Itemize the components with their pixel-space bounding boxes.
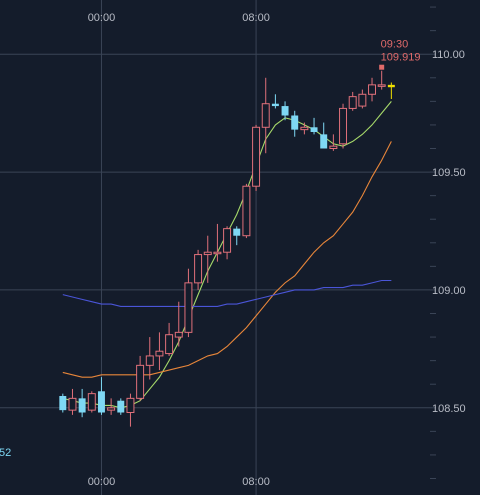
- candle: [87, 391, 96, 413]
- candle-body-last: [387, 84, 395, 88]
- candle: [261, 77, 270, 154]
- candle: [155, 332, 164, 371]
- candle-body-up: [194, 254, 203, 284]
- candle-body-down: [271, 103, 279, 107]
- ma_long-line: [62, 279, 392, 307]
- candle-body-up: [203, 251, 212, 256]
- candle: [194, 249, 203, 290]
- candle-body-up: [165, 334, 174, 355]
- candle: [107, 398, 116, 415]
- candle: [68, 388, 77, 415]
- candle: [358, 89, 367, 109]
- candle-body-up: [358, 93, 367, 107]
- time-label-top: 08:00: [242, 12, 270, 24]
- time-label-bottom: 08:00: [242, 476, 270, 488]
- price-tick-label: 108.50: [432, 403, 466, 415]
- candle-body-up: [329, 145, 338, 149]
- axis-label-layer: 110.00 109.50 109.00 108.50 00:00 00:00 08:00 0…: [0, 12, 466, 488]
- candle: [213, 223, 222, 262]
- candle: [174, 301, 183, 347]
- price-tick-label: 109.00: [432, 285, 466, 297]
- candle: [252, 124, 261, 191]
- candle-body-up: [68, 397, 77, 411]
- candle-body-up: [213, 251, 222, 255]
- candle-body-down: [291, 115, 299, 130]
- candle-body-up: [223, 228, 232, 253]
- candle-body-up: [136, 364, 145, 399]
- ma_mid-line: [62, 141, 392, 378]
- candle: [78, 388, 86, 418]
- candle: [310, 117, 318, 135]
- candle: [242, 183, 251, 239]
- candle: [339, 103, 348, 149]
- candle-body-up: [126, 397, 135, 414]
- candle: [368, 77, 377, 102]
- candle: [145, 337, 154, 380]
- candle: [203, 235, 212, 283]
- candle-body-up: [145, 355, 154, 366]
- candle-body-up: [184, 282, 193, 333]
- candle: [97, 377, 105, 415]
- candle-body-down: [97, 391, 105, 413]
- candle: [165, 322, 174, 356]
- candle-body-up: [174, 331, 183, 338]
- candle-body-down: [310, 127, 318, 132]
- candle-body-down: [59, 396, 67, 411]
- time-label-bottom: 00:00: [88, 476, 116, 488]
- candle: [136, 355, 145, 401]
- candle-body-up: [252, 126, 261, 187]
- candle-body-down: [281, 106, 289, 116]
- candle-body-up: [348, 96, 357, 109]
- annotation-time: 09:30: [381, 39, 409, 51]
- candle-body-down: [320, 134, 328, 149]
- candle-body-up: [87, 393, 96, 411]
- candle-layer: [59, 70, 395, 427]
- candle-body-up: [242, 185, 251, 237]
- time-label-top: 00:00: [88, 12, 116, 24]
- candle: [117, 398, 125, 415]
- candle: [348, 91, 357, 111]
- high-marker: [379, 64, 385, 70]
- candle-body-up: [339, 107, 348, 145]
- candle-body-down: [233, 228, 241, 236]
- candle-body-down: [117, 400, 125, 413]
- price-tick-label: 109.50: [432, 167, 466, 179]
- candle: [300, 122, 309, 135]
- candle-body-down: [78, 398, 86, 413]
- candle-body-up: [368, 84, 377, 95]
- price-tick-label: 110.00: [432, 49, 465, 61]
- candle-body-up: [261, 103, 270, 128]
- partial-edge-label: 52: [0, 447, 11, 459]
- candle: [59, 393, 67, 413]
- candle-body-up: [155, 350, 164, 357]
- candle: [377, 70, 386, 90]
- candle: [233, 226, 241, 246]
- candle-body-up: [300, 126, 309, 131]
- candle-body-up: [377, 84, 386, 87]
- candle: [291, 110, 299, 137]
- candle: [184, 268, 193, 338]
- candle: [223, 226, 232, 260]
- annotation-price: 109.919: [381, 52, 421, 64]
- candle: [281, 101, 289, 121]
- candle: [387, 82, 395, 99]
- candle: [320, 122, 328, 149]
- candle: [126, 393, 135, 427]
- candle: [271, 94, 279, 109]
- candle: [329, 134, 338, 151]
- candle-body-up: [107, 407, 116, 411]
- grid-layer: [0, 0, 436, 495]
